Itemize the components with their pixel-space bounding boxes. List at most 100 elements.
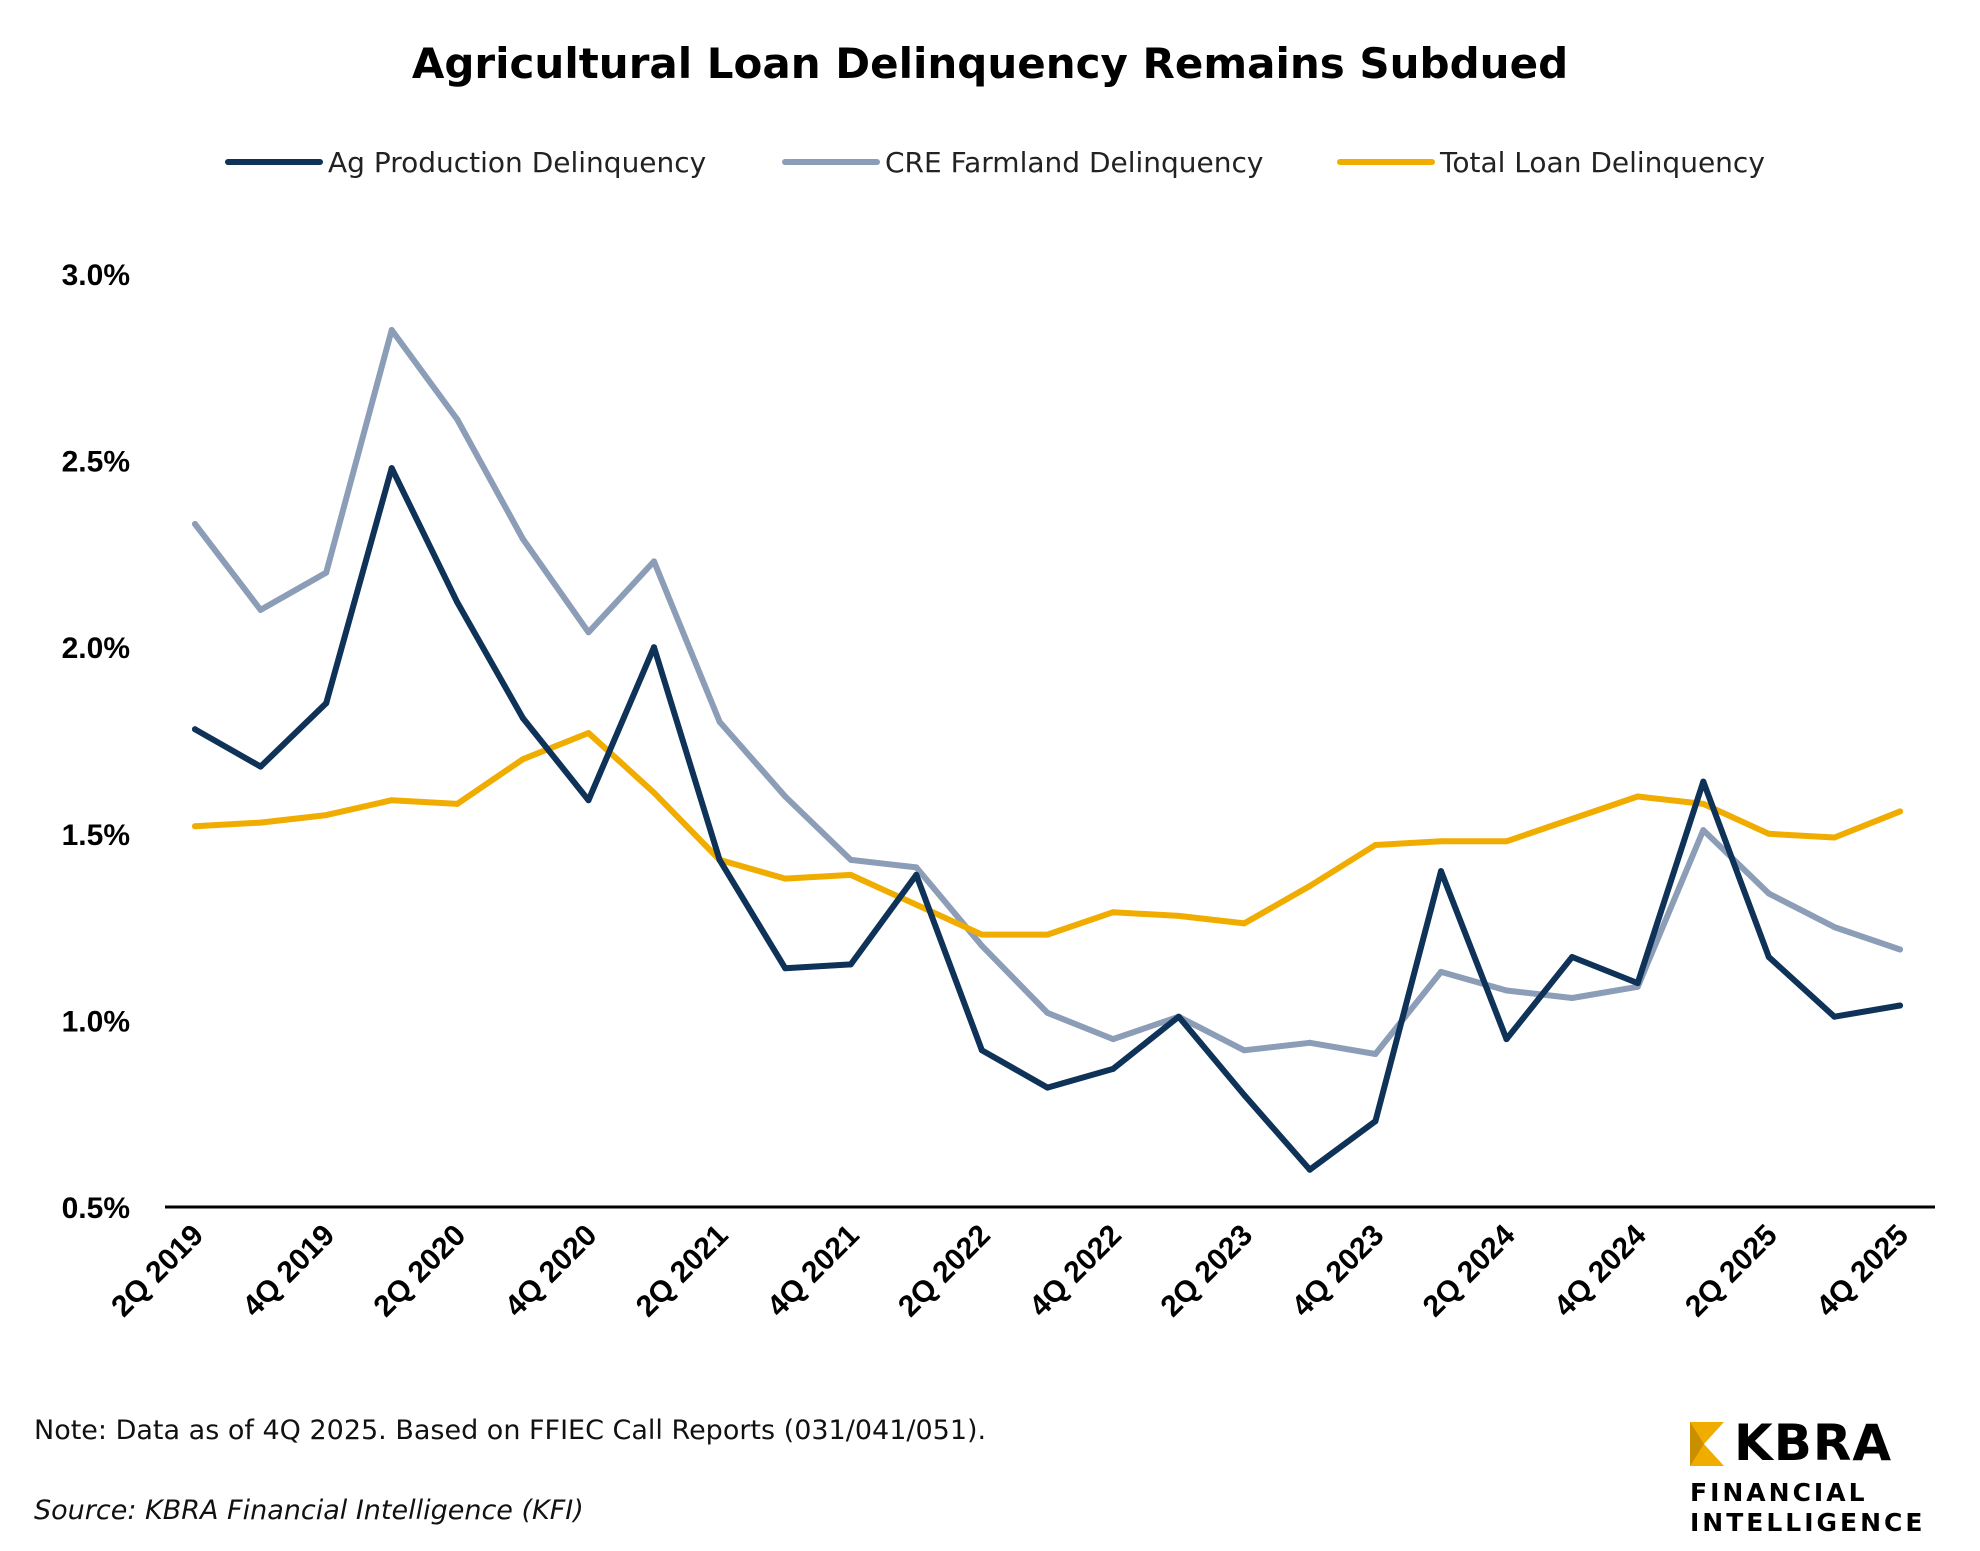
data-point-ag-production-delinquency [1897,1002,1903,1009]
y-tick-label: 3.0% [62,259,130,292]
x-tick-label: 4Q 2025 [1810,1219,1915,1324]
data-point-total-loan-delinquency [1831,834,1838,841]
data-point-cre-farmland-delinquency [585,629,592,636]
data-point-total-loan-delinquency [1503,838,1510,845]
data-point-total-loan-delinquency [913,901,920,908]
data-point-total-loan-delinquency [1306,883,1313,889]
series-cre-farmland-delinquency [192,327,1903,1057]
logo-subtitle-line1: FINANCIAL [1690,1478,1868,1507]
data-point-cre-farmland-delinquency [1110,1036,1117,1043]
legend: Ag Production Delinquency CRE Farmland De… [225,146,1765,179]
data-point-total-loan-delinquency [1372,842,1379,848]
data-point-ag-production-delinquency [454,599,461,606]
data-point-ag-production-delinquency [716,856,723,863]
data-point-cre-farmland-delinquency [1044,1009,1051,1016]
data-point-cre-farmland-delinquency [1569,995,1576,1001]
data-point-cre-farmland-delinquency [1700,827,1707,834]
x-tick-label: 2Q 2024 [1417,1218,1522,1323]
data-point-cre-farmland-delinquency [716,718,723,725]
data-point-cre-farmland-delinquency [651,558,657,565]
x-tick-label: 2Q 2020 [368,1219,473,1324]
legend-item-ag-production-delinquency: Ag Production Delinquency [225,146,706,179]
kbra-logo-mark-icon [1690,1422,1724,1466]
x-tick-label: 4Q 2019 [236,1219,341,1324]
x-tick-label: 4Q 2021 [761,1219,866,1324]
data-point-cre-farmland-delinquency [913,864,920,871]
data-point-total-loan-delinquency [782,875,789,882]
legend-label-ag-production-delinquency: Ag Production Delinquency [328,146,706,179]
data-point-cre-farmland-delinquency [323,569,330,576]
data-point-cre-farmland-delinquency [519,536,526,542]
data-point-ag-production-delinquency [323,700,330,707]
data-point-cre-farmland-delinquency [1503,987,1510,994]
data-point-total-loan-delinquency [1110,909,1117,916]
source-note: Source: KBRA Financial Intelligence (KFI… [34,1495,584,1526]
data-point-total-loan-delinquency [192,823,198,830]
data-point-cre-farmland-delinquency [192,521,198,527]
legend-label-cre-farmland-delinquency: CRE Farmland Delinquency [885,146,1264,179]
data-point-total-loan-delinquency [519,756,526,763]
data-point-ag-production-delinquency [1831,1013,1838,1020]
data-point-cre-farmland-delinquency [388,327,395,333]
data-point-ag-production-delinquency [1372,1118,1379,1125]
kbra-logo: KBRA FINANCIAL INTELLIGENCE [1690,1414,1970,1545]
data-point-total-loan-delinquency [323,812,330,819]
data-point-ag-production-delinquency [388,465,395,472]
data-point-ag-production-delinquency [913,871,920,878]
logo-subtitle-line2: INTELLIGENCE [1690,1508,1926,1537]
data-point-ag-production-delinquency [1569,954,1576,960]
data-point-cre-farmland-delinquency [257,606,264,613]
x-tick-label: 2Q 2022 [892,1219,997,1324]
data-point-total-loan-delinquency [1241,920,1248,927]
data-point-ag-production-delinquency [1634,980,1641,987]
data-point-total-loan-delinquency [1438,838,1444,845]
chart-title: Agricultural Loan Delinquency Remains Su… [412,39,1568,88]
data-point-cre-farmland-delinquency [1765,890,1772,897]
x-axis: 2Q 2019 4Q 2019 2Q 2020 4Q 2020 2Q 2021 4Q 20… [105,1205,1935,1324]
data-point-ag-production-delinquency [1306,1166,1313,1173]
data-point-total-loan-delinquency [1569,815,1576,822]
legend-item-total-loan-delinquency: Total Loan Delinquency [1337,146,1765,179]
series-layer [192,327,1903,1173]
data-point-total-loan-delinquency [1175,912,1182,919]
x-tick-label: 4Q 2023 [1286,1219,1391,1324]
y-axis: 0.5% 1.0% 1.5% 2.0% 2.5% 3.0% [62,259,130,1225]
data-point-total-loan-delinquency [847,871,854,878]
series-ag-production-delinquency [192,465,1903,1173]
data-point-total-loan-delinquency [1897,808,1903,815]
x-tick-label: 4Q 2022 [1023,1219,1128,1324]
data-point-ag-production-delinquency [519,715,526,722]
data-point-cre-farmland-delinquency [454,416,461,423]
y-tick-label: 0.5% [62,1192,130,1225]
series-line-total-loan-delinquency [192,730,1903,938]
data-point-cre-farmland-delinquency [847,856,854,863]
data-point-cre-farmland-delinquency [1897,946,1903,953]
data-point-ag-production-delinquency [782,965,789,972]
data-point-total-loan-delinquency [1765,830,1772,837]
data-point-ag-production-delinquency [1175,1013,1182,1020]
data-point-total-loan-delinquency [257,819,264,826]
x-tick-label: 2Q 2019 [105,1219,210,1324]
series-line-cre-farmland-delinquency [192,327,1903,1057]
data-point-total-loan-delinquency [1044,931,1051,938]
data-point-ag-production-delinquency [651,644,657,651]
data-point-cre-farmland-delinquency [1306,1039,1313,1046]
y-tick-label: 2.0% [62,632,130,665]
data-point-cre-farmland-delinquency [978,942,985,949]
data-point-total-loan-delinquency [585,730,592,736]
data-point-ag-production-delinquency [585,797,592,804]
data-point-ag-production-delinquency [1241,1092,1248,1098]
data-point-ag-production-delinquency [1438,868,1444,875]
data-point-ag-production-delinquency [978,1047,985,1054]
data-point-total-loan-delinquency [454,800,461,807]
data-point-total-loan-delinquency [978,931,985,938]
legend-label-total-loan-delinquency: Total Loan Delinquency [1439,146,1765,179]
series-line-ag-production-delinquency [192,465,1903,1173]
series-total-loan-delinquency [192,730,1903,938]
data-point-total-loan-delinquency [1700,800,1707,807]
data-point-ag-production-delinquency [1700,778,1707,785]
data-point-ag-production-delinquency [847,961,854,968]
data-point-cre-farmland-delinquency [1831,924,1838,931]
x-tick-label: 4Q 2020 [499,1219,604,1324]
data-point-cre-farmland-delinquency [1438,968,1444,975]
